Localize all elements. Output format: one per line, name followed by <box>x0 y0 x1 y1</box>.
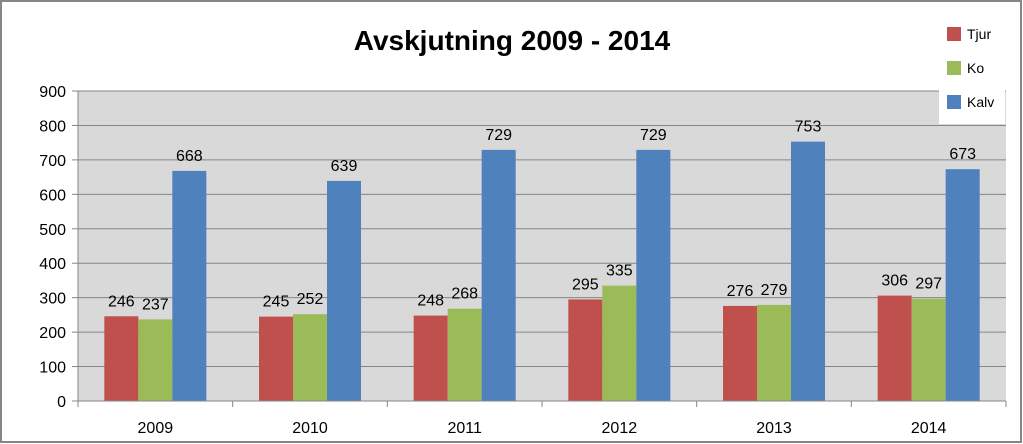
legend-swatch-ko <box>947 61 961 75</box>
bar-ko-2011 <box>447 308 482 401</box>
data-label: 753 <box>795 119 822 136</box>
bar-tjur-2010 <box>259 316 293 401</box>
x-tick-label: 2013 <box>756 420 792 437</box>
data-label: 252 <box>297 291 324 308</box>
y-tick-label: 900 <box>39 84 66 101</box>
y-tick-label: 100 <box>39 360 66 377</box>
x-tick-label: 2014 <box>911 420 947 437</box>
bar-kalv-2012 <box>636 149 671 401</box>
data-label: 668 <box>176 148 203 165</box>
y-tick-label: 400 <box>39 256 66 273</box>
data-label: 639 <box>331 158 358 175</box>
bar-ko-2013 <box>757 304 791 401</box>
bar-tjur-2009 <box>104 316 139 401</box>
x-tick-label: 2009 <box>138 420 174 437</box>
data-label: 673 <box>949 146 976 163</box>
chart-title: Avskjutning 2009 - 2014 <box>354 25 671 56</box>
plot-area <box>78 91 1006 401</box>
y-tick-label: 500 <box>39 222 66 239</box>
data-label: 729 <box>485 127 512 144</box>
data-label: 245 <box>263 294 290 311</box>
y-tick-labels: 0 100 200 300 400 500 600 700 800 900 <box>39 84 66 411</box>
bar-kalv-2011 <box>481 149 516 401</box>
y-tick-label: 200 <box>39 325 66 342</box>
data-label: 268 <box>451 286 478 303</box>
y-tick-label: 700 <box>39 153 66 170</box>
data-label: 306 <box>881 273 908 290</box>
y-tick-label: 0 <box>57 394 66 411</box>
bar-kalv-2014 <box>945 169 980 401</box>
bar-tjur-2014 <box>877 295 912 401</box>
bars <box>104 141 980 401</box>
data-labels: 246 237 668 245 252 639 248 268 729 295 335 729 276 2… <box>108 119 976 314</box>
y-tick-label: 800 <box>39 118 66 135</box>
bar-ko-2010 <box>293 314 327 401</box>
y-tick-label: 300 <box>39 291 66 308</box>
bar-ko-2012 <box>602 285 637 401</box>
x-tick-label: 2011 <box>447 420 482 437</box>
y-tick-label: 600 <box>39 187 66 204</box>
legend-label-ko: Ko <box>967 60 984 76</box>
data-label: 237 <box>142 296 169 313</box>
bar-tjur-2013 <box>723 305 757 401</box>
x-tick-label: 2012 <box>602 420 638 437</box>
bar-ko-2009 <box>138 319 173 401</box>
data-label: 295 <box>572 276 599 293</box>
bar-kalv-2010 <box>327 180 361 401</box>
legend-label-tjur: Tjur <box>967 26 991 42</box>
data-label: 246 <box>108 293 135 310</box>
bar-ko-2014 <box>911 298 946 401</box>
bar-kalv-2013 <box>791 141 825 401</box>
axes <box>72 90 1007 407</box>
bar-tjur-2012 <box>568 299 603 401</box>
bar-tjur-2011 <box>413 315 448 401</box>
legend-label-kalv: Kalv <box>967 94 994 110</box>
data-label: 279 <box>761 282 788 299</box>
bar-kalv-2009 <box>172 170 207 401</box>
data-label: 297 <box>915 276 942 293</box>
data-label: 248 <box>417 293 444 310</box>
x-tick-labels: 2009 2010 2011 2012 2013 2014 <box>138 420 947 437</box>
legend-swatch-tjur <box>947 27 961 41</box>
x-tick-label: 2010 <box>292 420 328 437</box>
data-label: 276 <box>727 283 754 300</box>
data-label: 335 <box>606 263 633 280</box>
legend: Tjur Ko Kalv <box>939 18 1005 124</box>
legend-swatch-kalv <box>947 95 961 109</box>
gridlines <box>78 90 1006 368</box>
data-label: 729 <box>640 127 667 144</box>
